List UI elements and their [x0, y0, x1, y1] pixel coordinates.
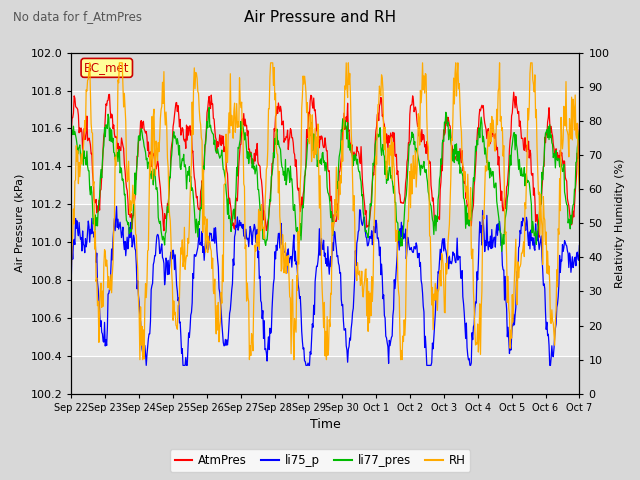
AtmPres: [535, 234, 543, 240]
X-axis label: Time: Time: [310, 419, 340, 432]
AtmPres: [180, 138, 188, 144]
Y-axis label: Air Pressure (kPa): Air Pressure (kPa): [15, 174, 25, 272]
li77_pres: [67, 134, 75, 140]
Text: Air Pressure and RH: Air Pressure and RH: [244, 10, 396, 24]
RH: [130, 200, 138, 206]
li77_pres: [77, 152, 84, 158]
RH: [388, 177, 396, 183]
li77_pres: [205, 105, 213, 110]
li75_p: [388, 333, 396, 339]
RH: [86, 60, 93, 66]
AtmPres: [207, 92, 215, 98]
RH: [575, 189, 583, 194]
Text: BC_met: BC_met: [84, 61, 129, 74]
AtmPres: [575, 121, 583, 127]
li77_pres: [498, 249, 506, 254]
Bar: [71, 204, 579, 242]
li75_p: [209, 237, 216, 243]
AtmPres: [510, 89, 518, 95]
li77_pres: [180, 164, 188, 169]
li75_p: [130, 232, 138, 238]
RH: [209, 255, 216, 261]
RH: [77, 163, 84, 168]
AtmPres: [402, 180, 410, 186]
li75_p: [77, 236, 84, 242]
Y-axis label: Relativity Humidity (%): Relativity Humidity (%): [615, 158, 625, 288]
AtmPres: [67, 128, 75, 133]
RH: [67, 265, 75, 271]
Line: li75_p: li75_p: [71, 206, 579, 365]
Bar: [71, 129, 579, 167]
li77_pres: [575, 128, 583, 134]
Legend: AtmPres, li75_p, li77_pres, RH: AtmPres, li75_p, li77_pres, RH: [170, 449, 470, 472]
Bar: [71, 53, 579, 91]
AtmPres: [129, 212, 137, 218]
li75_p: [575, 242, 583, 248]
li75_p: [403, 246, 411, 252]
RH: [136, 357, 144, 362]
Bar: [71, 280, 579, 318]
Bar: [71, 356, 579, 394]
li75_p: [142, 362, 150, 368]
Text: No data for f_AtmPres: No data for f_AtmPres: [13, 10, 142, 23]
li77_pres: [208, 129, 216, 135]
AtmPres: [387, 130, 395, 136]
Line: li77_pres: li77_pres: [71, 108, 579, 252]
Line: AtmPres: AtmPres: [71, 92, 579, 237]
li77_pres: [403, 192, 410, 198]
RH: [182, 257, 189, 263]
li77_pres: [129, 215, 137, 220]
Line: RH: RH: [71, 63, 579, 360]
li77_pres: [388, 173, 396, 179]
li75_p: [113, 204, 120, 209]
li75_p: [182, 355, 189, 360]
RH: [403, 231, 411, 237]
AtmPres: [77, 129, 84, 134]
li75_p: [67, 275, 75, 280]
